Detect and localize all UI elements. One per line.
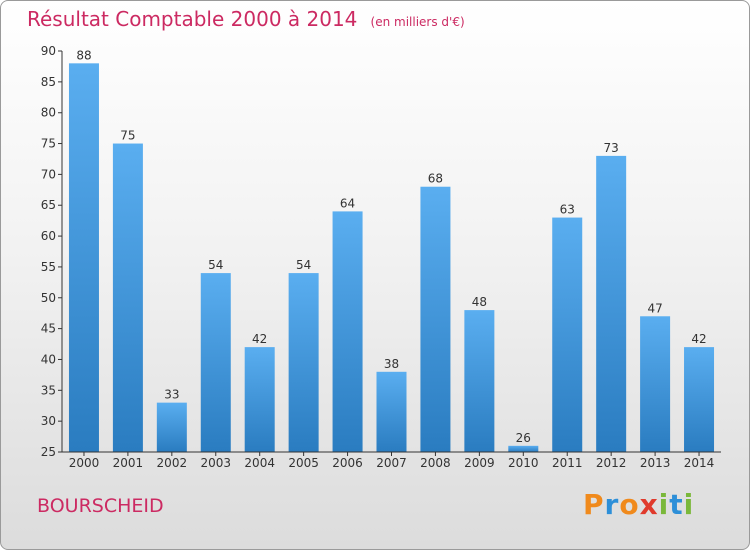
data-label-2008: 68 xyxy=(428,172,443,186)
x-tick-label-2007: 2007 xyxy=(376,456,407,470)
x-tick-label-2004: 2004 xyxy=(244,456,275,470)
y-tick-label: 60 xyxy=(41,229,56,243)
bar-2006 xyxy=(332,211,363,452)
x-tick-label-2003: 2003 xyxy=(200,456,231,470)
data-label-2010: 26 xyxy=(516,431,531,445)
logo-letter: o xyxy=(619,488,640,521)
data-label-2004: 42 xyxy=(252,332,267,346)
commune-name: BOURSCHEID xyxy=(37,495,164,517)
x-tick-label-2002: 2002 xyxy=(157,456,188,470)
logo-letter: x xyxy=(639,488,659,521)
x-axis: 2000 2001 2002 2003 2004 2005 2006 2007 2008 2009… xyxy=(62,451,721,470)
chart-title: Résultat Comptable 2000 à 2014 xyxy=(27,7,358,31)
bar-2011 xyxy=(552,217,583,452)
data-label-2014: 42 xyxy=(691,332,706,346)
logo-letter: i xyxy=(683,488,695,521)
chart-subtitle: (en milliers d'€) xyxy=(370,15,465,29)
bar-2007 xyxy=(376,371,407,452)
x-tick-label-2009: 2009 xyxy=(464,456,495,470)
bar-2001 xyxy=(112,143,143,453)
x-tick-label-2010: 2010 xyxy=(508,456,539,470)
data-label-2005: 54 xyxy=(296,258,311,272)
data-label-2011: 63 xyxy=(560,203,575,217)
bar-2009 xyxy=(464,310,495,452)
logo-letter: i xyxy=(658,488,670,521)
x-tick-label-2011: 2011 xyxy=(552,456,583,470)
data-label-2001: 75 xyxy=(120,129,135,143)
y-tick-label: 80 xyxy=(41,106,56,120)
y-tick-label: 70 xyxy=(41,167,56,181)
logo-letter: t xyxy=(669,488,684,521)
bar-2000 xyxy=(68,63,99,452)
y-tick-label: 85 xyxy=(41,75,56,89)
y-tick-label: 40 xyxy=(41,352,56,366)
bar-2005 xyxy=(288,273,319,452)
x-tick-label-2014: 2014 xyxy=(684,456,715,470)
data-label-2006: 64 xyxy=(340,196,355,210)
logo-letter: r xyxy=(604,488,620,521)
x-tick-label-2012: 2012 xyxy=(596,456,627,470)
data-label-2009: 48 xyxy=(472,295,487,309)
y-tick-label: 50 xyxy=(41,291,56,305)
x-tick-label-2000: 2000 xyxy=(69,456,100,470)
y-tick-label: 75 xyxy=(41,137,56,151)
data-label-2002: 33 xyxy=(164,388,179,402)
x-tick-label-2006: 2006 xyxy=(332,456,363,470)
proxiti-logo[interactable]: Proxiti xyxy=(583,488,694,521)
y-tick-label: 35 xyxy=(41,383,56,397)
bar-2002 xyxy=(156,402,187,452)
data-label-2012: 73 xyxy=(604,141,619,155)
y-tick-label: 65 xyxy=(41,198,56,212)
chart-title-row: Résultat Comptable 2000 à 2014 (en milli… xyxy=(27,7,465,31)
data-label-2003: 54 xyxy=(208,258,223,272)
bar-2013 xyxy=(640,316,671,452)
x-tick-label-2013: 2013 xyxy=(640,456,671,470)
bar-2008 xyxy=(420,186,451,452)
bars: 88 75 33 54 42 54 64 38 68 48 26 63 73 47 42 xyxy=(68,48,715,453)
data-label-2000: 88 xyxy=(76,48,91,62)
logo-letter: P xyxy=(583,488,605,521)
data-label-2007: 38 xyxy=(384,357,399,371)
bar-2010 xyxy=(508,445,539,452)
bar-2003 xyxy=(200,273,231,452)
bar-2004 xyxy=(244,347,275,452)
y-tick-label: 30 xyxy=(41,414,56,428)
bar-2014 xyxy=(684,347,715,452)
y-tick-label: 45 xyxy=(41,322,56,336)
bar-2012 xyxy=(596,155,627,452)
y-tick-label: 55 xyxy=(41,260,56,274)
y-tick-label: 90 xyxy=(41,44,56,58)
y-tick-label: 25 xyxy=(41,445,56,459)
x-tick-label-2005: 2005 xyxy=(288,456,319,470)
x-tick-label-2008: 2008 xyxy=(420,456,451,470)
data-label-2013: 47 xyxy=(647,301,662,315)
x-tick-label-2001: 2001 xyxy=(113,456,144,470)
y-axis: 25 30 35 40 45 50 55 60 65 70 75 80 85 90 xyxy=(41,44,63,459)
